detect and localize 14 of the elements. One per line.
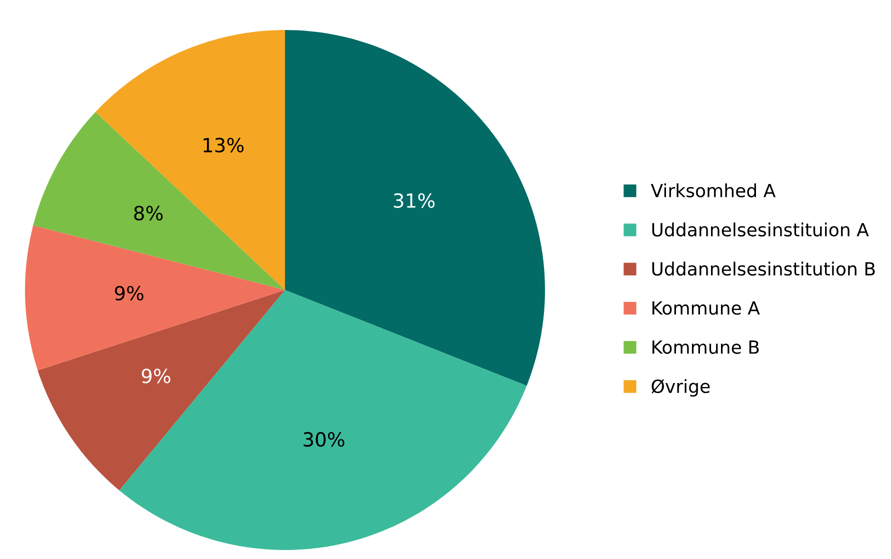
pie-slice xyxy=(285,30,545,386)
data-label: 31% xyxy=(394,193,435,208)
data-label: 13% xyxy=(204,138,244,152)
legend-label: Kommune B xyxy=(652,340,759,354)
pie-slice xyxy=(25,225,285,370)
data-label: 30% xyxy=(304,432,344,447)
data-label: 9% xyxy=(142,368,170,384)
legend-label: Virksomhed A xyxy=(650,183,776,198)
legend-label: Kommune A xyxy=(652,301,760,315)
data-label: 9% xyxy=(114,286,144,301)
data-label: 8% xyxy=(134,206,163,220)
legend-label: Øvrige xyxy=(652,379,710,397)
legend-label: Uddannelsesinstitution B xyxy=(652,262,875,276)
legend-label: Uddannelsesinstituion A xyxy=(652,222,869,237)
